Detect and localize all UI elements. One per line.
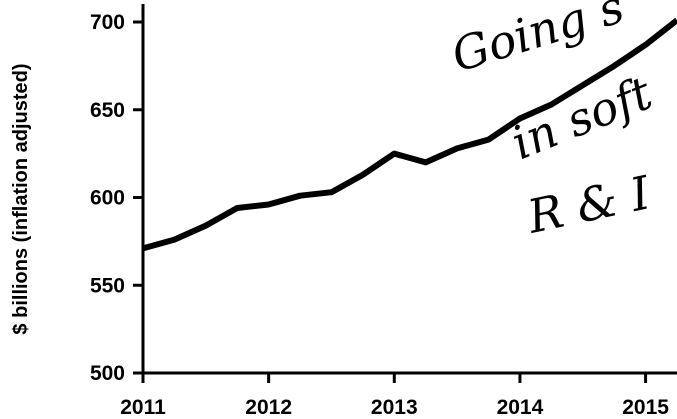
axes xyxy=(141,4,677,375)
y-tick-label: 500 xyxy=(90,362,125,385)
x-tick-label: 2012 xyxy=(245,396,292,419)
y-tick-label: 650 xyxy=(90,99,125,122)
series-line xyxy=(142,17,677,252)
series-group xyxy=(142,17,677,252)
y-tick-label: 550 xyxy=(90,274,125,297)
x-ticks: 2011 2012 2013 2014 2015 xyxy=(120,373,669,419)
x-tick-label: 2015 xyxy=(622,396,669,419)
x-tick-label: 2013 xyxy=(371,396,418,419)
x-tick-label: 2011 xyxy=(120,396,166,419)
annotation-line-2: in soft xyxy=(504,65,660,170)
handwritten-annotation: Going s in soft R & I xyxy=(445,0,659,244)
y-tick-label: 700 xyxy=(90,11,125,34)
x-tick-label: 2014 xyxy=(497,396,544,419)
y-ticks: 500 550 600 650 700 xyxy=(90,11,143,385)
y-tick-label: 600 xyxy=(90,187,125,210)
annotation-line-3: R & I xyxy=(522,165,655,244)
y-axis-title: $ billions (inflation adjusted) xyxy=(10,63,32,334)
